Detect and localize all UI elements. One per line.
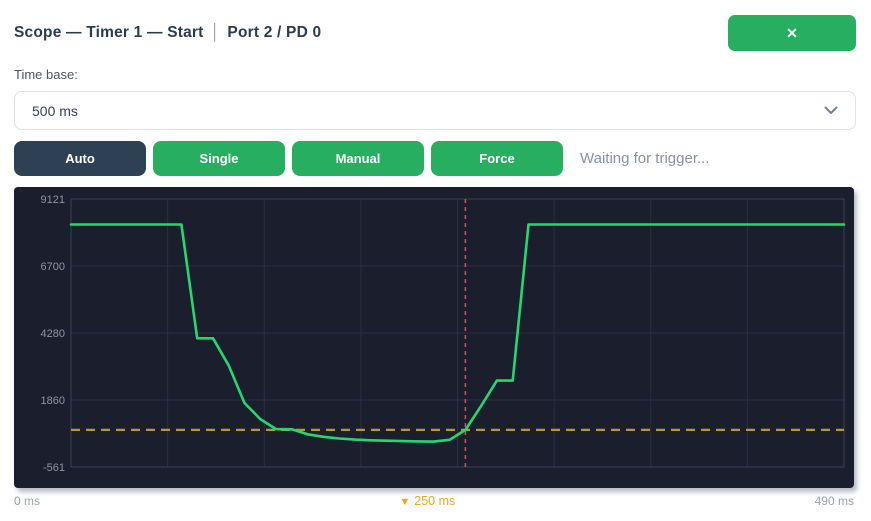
- svg-text:9121: 9121: [41, 194, 65, 206]
- trigger-marker-icon: ▼: [399, 496, 411, 508]
- title-separator: │: [210, 24, 221, 41]
- trigger-status-text: Waiting for trigger...: [580, 150, 710, 167]
- auto-button[interactable]: Auto: [14, 141, 146, 176]
- close-icon: ✕: [786, 24, 798, 41]
- title-subtitle: Port 2 / PD 0: [227, 24, 322, 41]
- trigger-time-label: ▼ 250 ms: [399, 494, 455, 508]
- page-title: Scope — Timer 1 — Start │ Port 2 / PD 0: [14, 24, 321, 42]
- single-button[interactable]: Single: [153, 141, 285, 176]
- close-button[interactable]: ✕: [728, 15, 856, 51]
- header: Scope — Timer 1 — Start │ Port 2 / PD 0 ✕: [14, 15, 856, 51]
- time-axis-labels: 0 ms ▼ 250 ms 490 ms: [14, 494, 854, 508]
- force-button[interactable]: Force: [431, 141, 563, 176]
- timebase-label: Time base:: [14, 67, 78, 82]
- manual-button[interactable]: Manual: [292, 141, 424, 176]
- trigger-controls: Auto Single Manual Force Waiting for tri…: [14, 141, 856, 176]
- svg-text:6700: 6700: [41, 261, 65, 273]
- chevron-down-icon: [824, 106, 838, 115]
- timebase-select[interactable]: 500 ms: [14, 91, 856, 130]
- title-main: Scope — Timer 1 — Start: [14, 24, 204, 41]
- time-start-label: 0 ms: [14, 494, 41, 508]
- svg-text:1860: 1860: [41, 395, 65, 407]
- trigger-time-value: 250 ms: [414, 494, 456, 508]
- svg-text:-561: -561: [43, 462, 65, 474]
- time-end-label: 490 ms: [814, 494, 854, 508]
- scope-waveform-plot: 9121 6700 4280 1860 -561: [41, 194, 846, 474]
- scope-chart: 9121 6700 4280 1860 -561: [14, 187, 854, 488]
- svg-text:4280: 4280: [41, 328, 65, 340]
- timebase-value: 500 ms: [32, 102, 78, 119]
